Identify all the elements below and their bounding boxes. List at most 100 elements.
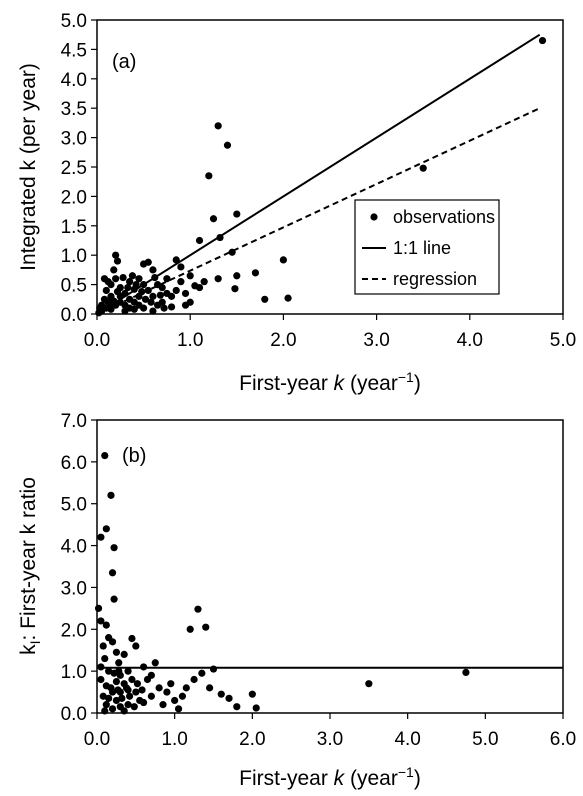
panel-b-data-point bbox=[138, 686, 146, 694]
panel-b-data-point bbox=[147, 692, 155, 700]
panel-b-data-point bbox=[206, 684, 214, 692]
panel-b-y-tick-label: 0.0 bbox=[61, 704, 87, 725]
panel-a-y-tick-label: 4.0 bbox=[61, 70, 87, 91]
panel-b-data-point bbox=[118, 694, 126, 702]
panel-b-x-tick-label: 1.0 bbox=[161, 729, 187, 750]
panel-a-data-point bbox=[167, 303, 176, 311]
panel-a-data-point bbox=[214, 275, 222, 283]
panel-a-data-point bbox=[216, 233, 224, 242]
panel-a-data-point bbox=[140, 260, 148, 268]
panel-b-data-point bbox=[225, 694, 233, 702]
panel-a-label: (a) bbox=[112, 51, 136, 73]
panel-b-x-tick-label: 0.0 bbox=[84, 729, 110, 750]
panel-a-data-point bbox=[538, 36, 547, 45]
panel-b-data-point bbox=[167, 680, 175, 688]
panel-a-data-point bbox=[158, 298, 166, 306]
panel-a-data-point bbox=[124, 283, 132, 292]
panel-b-points bbox=[94, 451, 470, 715]
panel-a-data-point bbox=[100, 295, 109, 303]
panel-a-regression-line bbox=[96, 107, 541, 315]
panel-b-data-point bbox=[97, 617, 105, 625]
panel-b-y-tick-label: 6.0 bbox=[61, 453, 87, 474]
panel-b-data-point bbox=[128, 675, 136, 684]
panel-b-data-point bbox=[132, 642, 140, 650]
panel-a-data-point bbox=[228, 248, 236, 256]
panel-a-data-point bbox=[209, 215, 218, 223]
panel-b-data-point bbox=[140, 698, 148, 707]
panel-b-data-point bbox=[105, 634, 113, 642]
panel-a-x-axis-label: First-year k (year−1) bbox=[239, 369, 421, 395]
panel-a-data-point bbox=[284, 294, 292, 302]
panel-b-data-point bbox=[365, 680, 373, 688]
panel-b-data-point bbox=[163, 688, 171, 696]
panel-b-data-point bbox=[112, 696, 121, 705]
panel-a-data-point bbox=[177, 278, 185, 286]
panel-b-data-point bbox=[99, 642, 107, 650]
panel-a-y-tick-label: 2.5 bbox=[61, 158, 87, 179]
panel-b-data-point bbox=[174, 705, 183, 713]
panel-a-x-tick-label: 1.0 bbox=[177, 330, 203, 351]
panel-a-data-point bbox=[153, 281, 162, 289]
panel-b-y-tick-label: 3.0 bbox=[61, 578, 87, 599]
panel-b-data-point bbox=[132, 688, 140, 696]
panel-b-data-point bbox=[108, 569, 117, 577]
panel-b-data-point bbox=[182, 684, 190, 692]
panel-a-data-point bbox=[113, 288, 122, 296]
panel-b-data-point bbox=[108, 705, 117, 713]
legend-label-1to1: 1:1 line bbox=[393, 238, 451, 258]
panel-b-data-point bbox=[107, 491, 115, 499]
legend-label-observations: observations bbox=[393, 207, 495, 227]
panel-a-data-point bbox=[112, 275, 120, 283]
panel-a-data-point bbox=[106, 303, 114, 311]
panel-b-data-point bbox=[217, 690, 225, 698]
panel-a-data-point bbox=[126, 295, 134, 303]
legend-label-regression: regression bbox=[393, 269, 477, 289]
panel-b-data-point bbox=[115, 667, 123, 675]
panel-a-data-point bbox=[195, 236, 204, 245]
legend-marker-icon bbox=[370, 213, 378, 221]
panel-a-data-point bbox=[112, 251, 120, 259]
panel-b-data-point bbox=[99, 692, 107, 700]
panel-b-data-point bbox=[124, 686, 132, 694]
panel-a-data-point bbox=[214, 122, 222, 130]
panel-b-data-point bbox=[105, 667, 113, 675]
panel-a-data-point bbox=[149, 266, 157, 274]
panel-b-data-point bbox=[112, 648, 121, 656]
panel-b-data-point bbox=[233, 703, 241, 711]
panel-b-x-tick-label: 2.0 bbox=[239, 729, 265, 750]
panel-a-data-point bbox=[126, 304, 134, 312]
panel-a-y-tick-label: 3.5 bbox=[61, 99, 87, 120]
panel-a-data-point bbox=[135, 301, 143, 309]
panel-a-points bbox=[95, 36, 547, 317]
panel-a-data-point bbox=[149, 307, 157, 315]
panel-a-data-point bbox=[231, 285, 239, 293]
panel-a-lines bbox=[96, 33, 541, 315]
panel-b-label: (b) bbox=[122, 445, 146, 467]
panel-a-data-point bbox=[261, 295, 269, 303]
panel-b-y-tick-label: 2.0 bbox=[61, 620, 87, 641]
panel-a-data-point bbox=[110, 297, 118, 305]
panel-a-data-point bbox=[195, 283, 204, 292]
panel-a-data-point bbox=[102, 286, 110, 295]
panel-a-data-point bbox=[223, 141, 232, 149]
panel-a-data-point bbox=[233, 272, 241, 280]
panel-a-data-point bbox=[200, 278, 208, 286]
panel-a-data-point bbox=[172, 256, 180, 264]
panel-a-data-point bbox=[172, 286, 180, 295]
panel-b-data-point bbox=[248, 690, 256, 698]
panel-b-data-point bbox=[124, 701, 132, 709]
panel-b-y-axis-label: kI: First-year k ratio bbox=[17, 477, 43, 655]
panel-a-data-point bbox=[147, 298, 155, 306]
panel-a-data-point bbox=[132, 281, 140, 289]
panel-b-x-tick-label: 6.0 bbox=[550, 729, 576, 750]
panel-b-x-axis-label: First-year k (year−1) bbox=[239, 764, 421, 790]
panel-a-x-tick-label: 3.0 bbox=[363, 330, 389, 351]
panel-a-x-tick-label: 2.0 bbox=[270, 330, 296, 351]
panel-a-data-point bbox=[140, 281, 148, 289]
panel-a-data-point bbox=[126, 278, 134, 286]
panel-b-data-point bbox=[124, 667, 132, 675]
panel-b-data-point bbox=[101, 451, 109, 460]
panel-a-data-point bbox=[144, 286, 152, 295]
panel-b-data-point bbox=[252, 704, 260, 712]
